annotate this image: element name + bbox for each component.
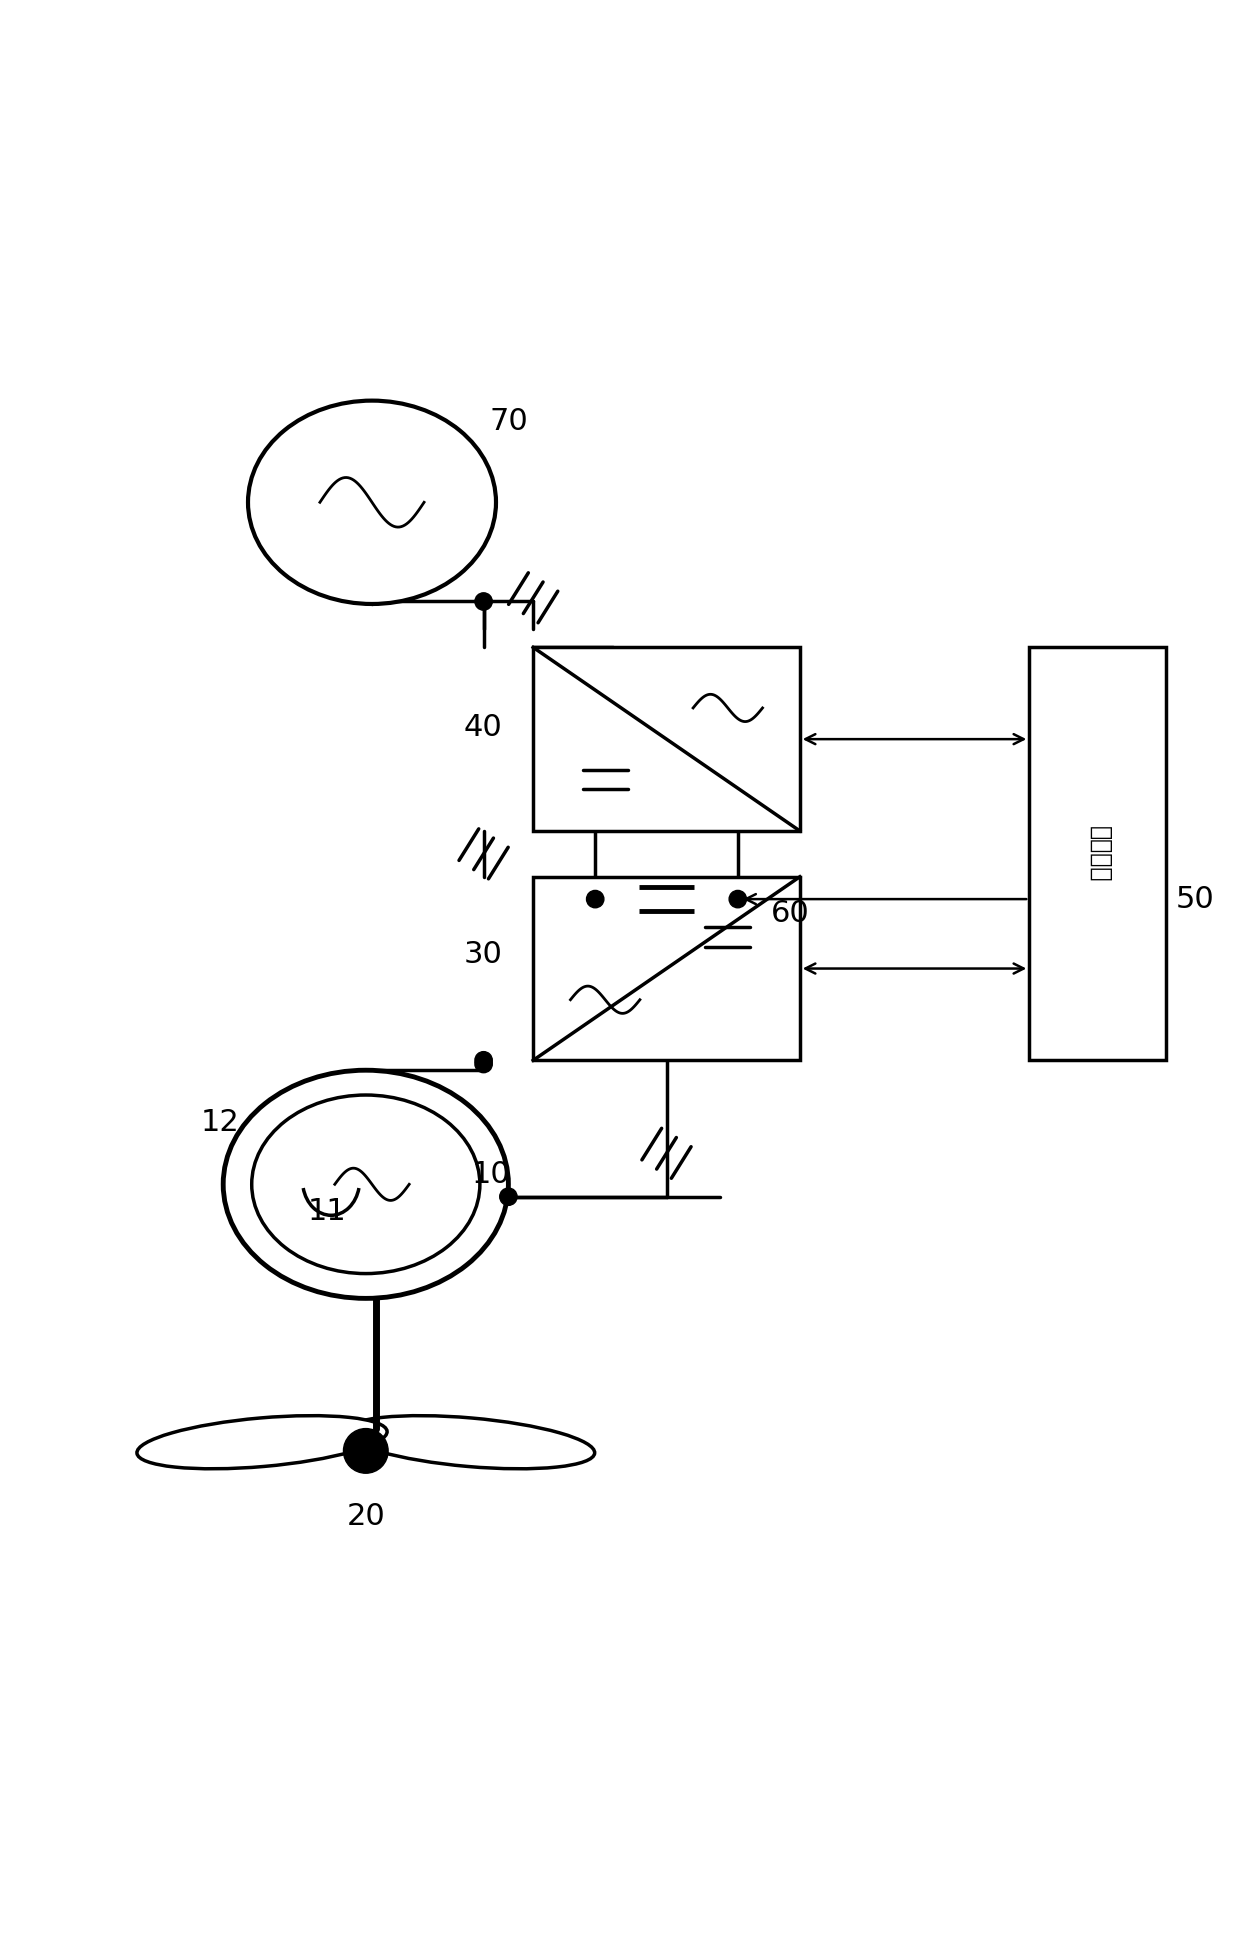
Text: 10: 10 bbox=[471, 1160, 510, 1190]
Circle shape bbox=[729, 890, 746, 907]
Ellipse shape bbox=[248, 401, 496, 604]
Text: 60: 60 bbox=[771, 900, 810, 929]
Text: 控制单元: 控制单元 bbox=[1089, 826, 1112, 882]
Circle shape bbox=[475, 1055, 492, 1073]
Circle shape bbox=[343, 1429, 388, 1474]
Ellipse shape bbox=[252, 1094, 480, 1273]
Bar bbox=[533, 648, 800, 831]
Circle shape bbox=[587, 890, 604, 907]
Text: 12: 12 bbox=[201, 1108, 239, 1137]
Text: 50: 50 bbox=[1176, 884, 1214, 913]
Circle shape bbox=[475, 592, 492, 609]
Ellipse shape bbox=[345, 1415, 595, 1468]
Text: 11: 11 bbox=[308, 1197, 346, 1227]
Text: 30: 30 bbox=[464, 940, 502, 970]
Ellipse shape bbox=[223, 1071, 508, 1299]
Bar bbox=[1029, 648, 1166, 1061]
Circle shape bbox=[500, 1188, 517, 1205]
Ellipse shape bbox=[136, 1415, 387, 1468]
Circle shape bbox=[475, 1051, 492, 1069]
Text: 40: 40 bbox=[464, 713, 502, 742]
Text: 20: 20 bbox=[347, 1503, 386, 1530]
Bar bbox=[533, 876, 800, 1061]
Text: 70: 70 bbox=[490, 407, 528, 436]
